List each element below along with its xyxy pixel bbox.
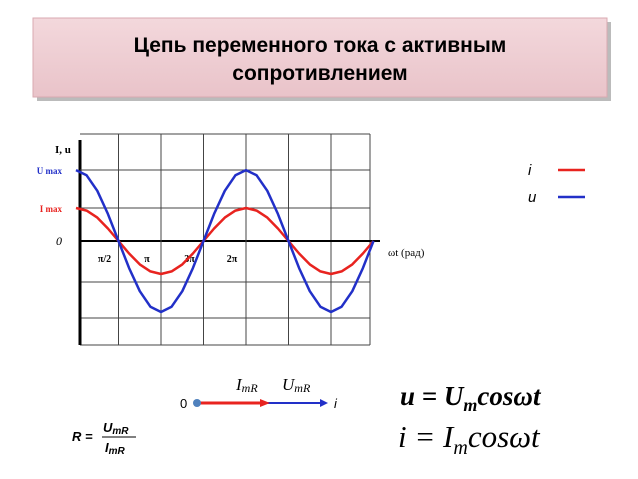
formula-part: i = bbox=[398, 419, 443, 454]
subscript: mR bbox=[109, 446, 126, 457]
formula-current: i = Imcosωt bbox=[398, 419, 541, 459]
formula-den: ImR bbox=[105, 440, 126, 457]
header-box bbox=[32, 17, 608, 98]
x-tick-label: 3π bbox=[184, 254, 195, 265]
formula-part: cosωt bbox=[477, 381, 542, 411]
y-axis-label: I, u bbox=[55, 144, 71, 156]
x-tick-label: 2π bbox=[227, 254, 238, 265]
subscript: m bbox=[463, 395, 477, 415]
subscript: mR bbox=[294, 381, 311, 395]
formula-num: UmR bbox=[103, 420, 129, 437]
subscript: mR bbox=[112, 426, 129, 437]
axis-label: i bbox=[334, 396, 338, 411]
x-axis-label: ωt (рад) bbox=[388, 247, 425, 259]
phasor-label: ImR bbox=[235, 375, 258, 395]
y-tick-label: I max bbox=[40, 204, 63, 214]
formula-part: u = bbox=[400, 381, 444, 411]
legend-label: u bbox=[528, 189, 537, 206]
series-line bbox=[75, 206, 375, 276]
phasor-origin bbox=[193, 399, 201, 407]
title-line: Цепь переменного тока с активным bbox=[134, 34, 507, 57]
symbol: U bbox=[282, 375, 296, 394]
symbol: I bbox=[105, 440, 109, 455]
title-line: сопротивлением bbox=[232, 62, 407, 85]
y-tick-label: U max bbox=[37, 166, 63, 176]
origin-label: 0 bbox=[180, 396, 187, 411]
x-tick-label: π bbox=[144, 254, 150, 265]
plot: π/2 π 3π 2π U max I max 0 bbox=[37, 134, 375, 345]
symbol: I bbox=[442, 419, 455, 454]
symbol: U bbox=[444, 381, 465, 411]
subscript: mR bbox=[242, 381, 259, 395]
series-line bbox=[75, 168, 375, 314]
arrow-head bbox=[260, 399, 270, 407]
symbol: U bbox=[103, 420, 113, 435]
arrow-head bbox=[320, 399, 328, 407]
formula-voltage: u = Umcosωt bbox=[400, 381, 542, 415]
formula-part: cosωt bbox=[468, 419, 541, 454]
y-tick-label: 0 bbox=[56, 234, 62, 248]
subscript: m bbox=[453, 437, 467, 459]
formula-lhs: R = bbox=[72, 429, 93, 444]
legend-label: i bbox=[528, 162, 532, 179]
phasor-label: UmR bbox=[282, 375, 311, 395]
grid-decor bbox=[80, 133, 371, 346]
symbol: I bbox=[235, 375, 243, 394]
x-tick-label: π/2 bbox=[98, 254, 111, 265]
